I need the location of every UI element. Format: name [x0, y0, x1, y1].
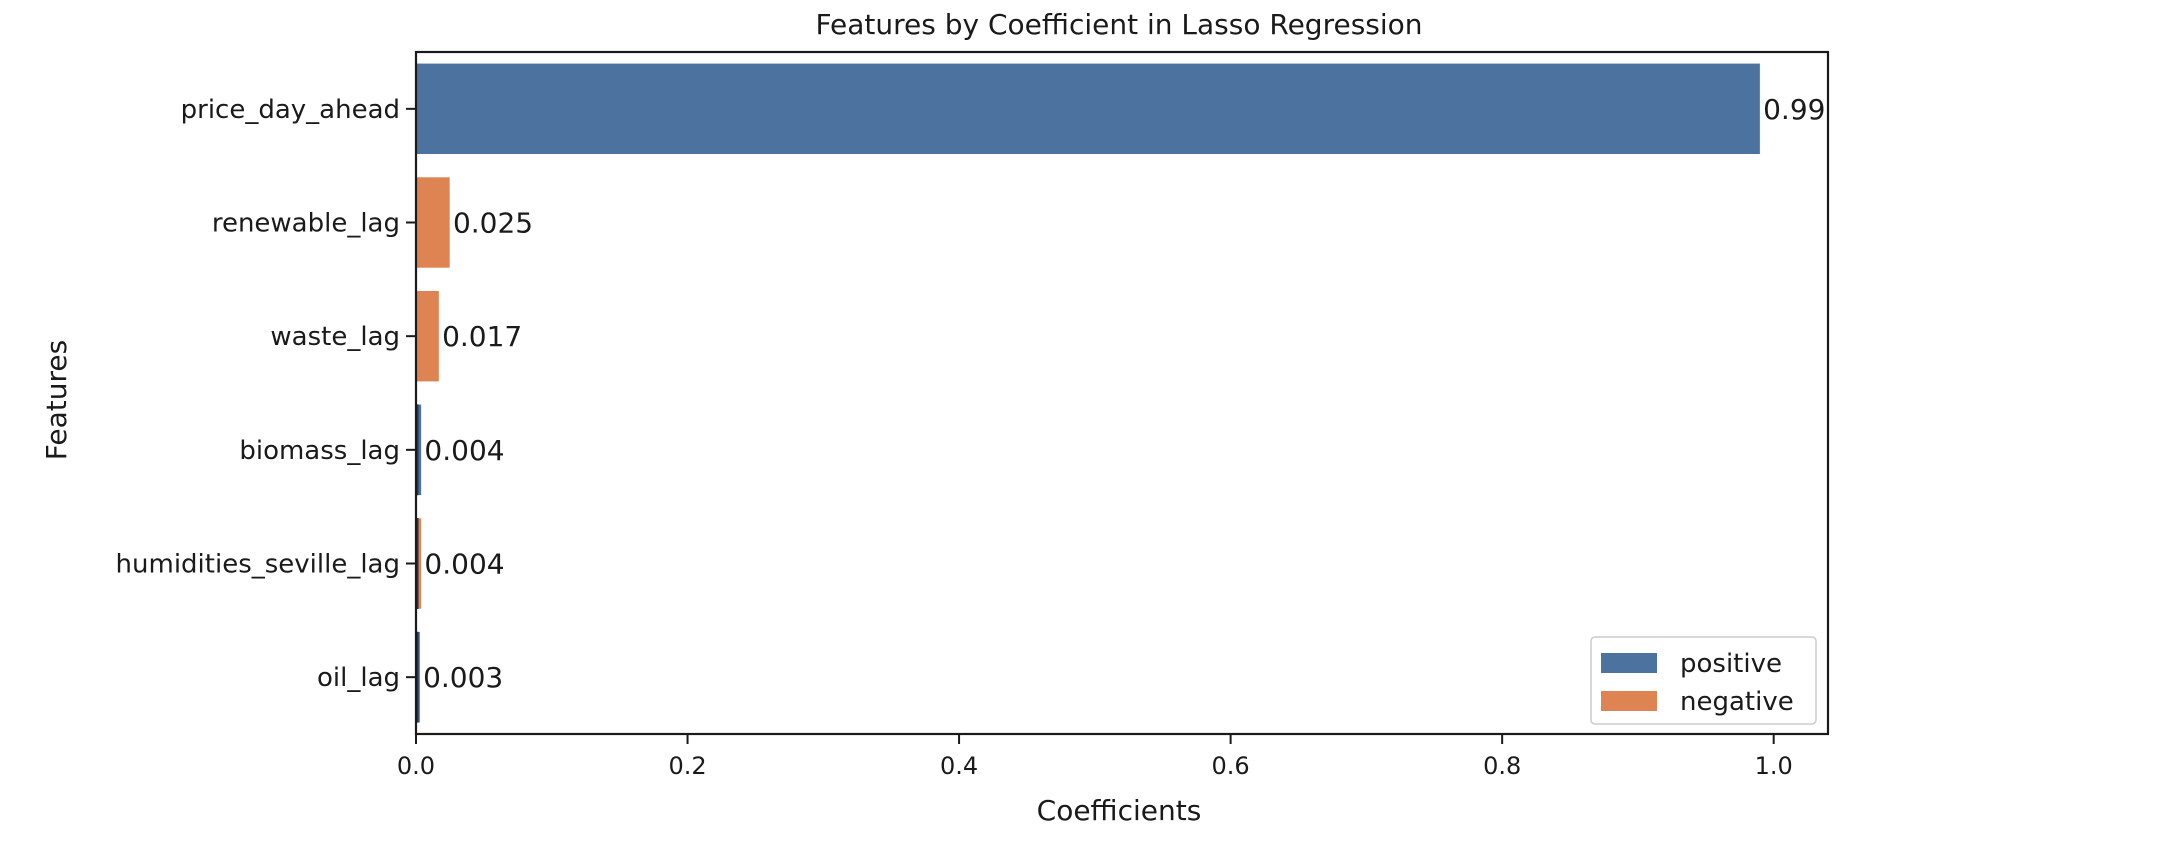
value-label-renewable_lag: 0.025	[453, 207, 533, 240]
y-ticks-layer: price_day_ahead renewable_lag waste_lagbio…	[116, 95, 416, 693]
value-label-price_day_ahead: 0.99	[1763, 93, 1825, 126]
y-tick-label-price_day_ahead: price_day_ahead	[181, 95, 400, 125]
value-labels-layer: 0.99 0.025 0.017 0.004 0.004 0.003	[423, 93, 1825, 694]
value-label-oil_lag: 0.003	[423, 661, 503, 694]
y-axis-label: Features	[40, 340, 73, 460]
x-ticks-layer: 0.0 0.2 0.4 0.6 0.8 1.0	[397, 734, 1793, 780]
x-tick-label: 0.8	[1483, 752, 1521, 780]
bar-waste_lag	[415, 290, 440, 382]
legend-label-positive: positive	[1680, 649, 1782, 679]
legend-swatch-positive	[1601, 653, 1657, 673]
plot-frame	[414, 50, 1830, 736]
value-label-humidities_seville_lag: 0.004	[424, 548, 504, 581]
x-axis-label: Coefficients	[1037, 794, 1202, 827]
bars-layer	[415, 63, 1761, 723]
y-tick-label-oil_lag: oil_lag	[317, 663, 400, 693]
bar-renewable_lag	[415, 176, 451, 269]
bar-price_day_ahead	[415, 63, 1761, 155]
legend-swatch-negative	[1601, 691, 1657, 711]
x-tick-label: 0.0	[397, 752, 435, 780]
x-tick-label: 0.4	[940, 752, 978, 780]
y-tick-label-waste_lag: waste_lag	[270, 322, 400, 352]
value-label-waste_lag: 0.017	[442, 320, 522, 353]
x-tick-label: 0.6	[1212, 752, 1250, 780]
y-tick-label-humidities_seville_lag: humidities_seville_lag	[116, 550, 400, 580]
value-label-biomass_lag: 0.004	[424, 434, 504, 467]
x-tick-label: 1.0	[1755, 752, 1793, 780]
legend-label-negative: negative	[1680, 687, 1794, 717]
chart-title: Features by Coefficient in Lasso Regress…	[815, 8, 1422, 41]
y-tick-label-biomass_lag: biomass_lag	[239, 436, 400, 466]
y-tick-label-renewable_lag: renewable_lag	[212, 209, 400, 239]
x-tick-label: 0.2	[668, 752, 706, 780]
legend: positive negative	[1590, 636, 1817, 725]
